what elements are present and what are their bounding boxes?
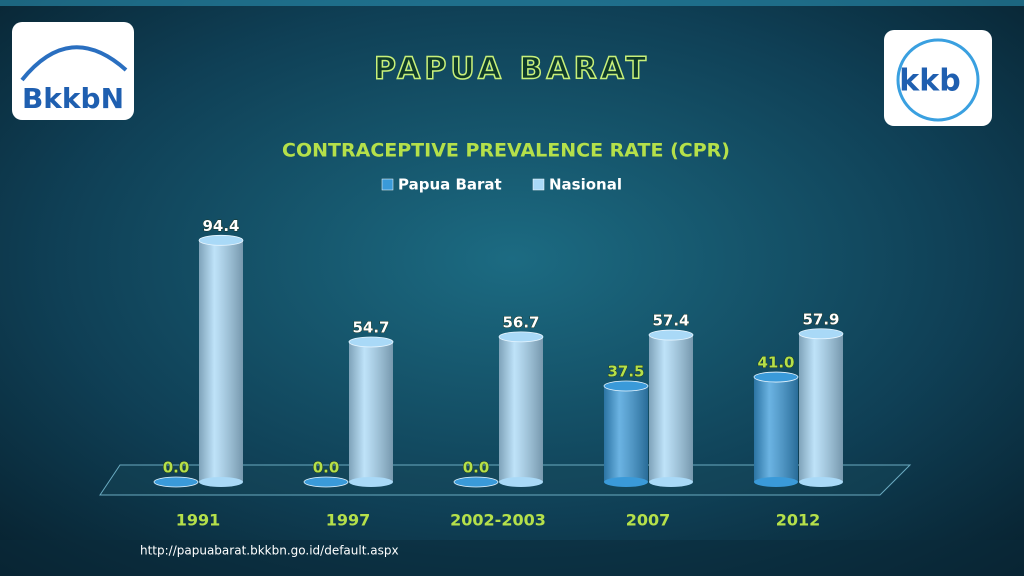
bar-top: [498, 331, 544, 343]
bar-shade: [799, 333, 843, 482]
x-tick-label: 2012: [776, 511, 821, 530]
bar-top: [603, 380, 649, 392]
bar: [753, 371, 799, 487]
bar: [648, 329, 694, 487]
bar-top: [798, 328, 844, 340]
bar-bottom: [799, 477, 843, 487]
top-band: [0, 0, 1024, 6]
bar-bottom: [649, 477, 693, 487]
bar-shade: [499, 336, 543, 482]
value-label: 0.0: [463, 459, 490, 477]
bar-top: [198, 234, 244, 246]
bar: [603, 380, 649, 487]
bar-top: [648, 329, 694, 341]
bar-top: [453, 476, 499, 488]
bar-bottom: [604, 477, 648, 487]
legend-label: Papua Barat: [398, 176, 502, 194]
bar-shade: [604, 386, 648, 482]
slide-title: PAPUA BARAT: [374, 52, 650, 87]
logo-ring: [896, 38, 980, 122]
bar-shade: [754, 377, 798, 482]
logo-box: [884, 30, 992, 126]
chart-title: CONTRACEPTIVE PREVALENCE RATE (CPR): [282, 140, 730, 162]
value-label: 57.9: [802, 310, 839, 328]
bar: [348, 336, 394, 487]
logo-right: kkb: [884, 30, 992, 126]
bar-bottom: [199, 477, 243, 487]
bar: [198, 234, 244, 487]
bar: [303, 476, 349, 488]
bar-top: [153, 476, 199, 488]
bar-top: [348, 336, 394, 348]
value-label: 41.0: [757, 354, 794, 372]
bar: [153, 476, 199, 488]
x-tick-label: 2007: [626, 511, 671, 530]
value-label: 37.5: [607, 363, 644, 381]
legend-label: Nasional: [549, 176, 622, 194]
bar: [453, 476, 499, 488]
x-tick-label: 2002-2003: [450, 511, 546, 530]
value-label: 57.4: [652, 312, 689, 330]
bar-top: [303, 476, 349, 488]
value-label: 0.0: [313, 459, 340, 477]
logo-arc: [20, 45, 128, 82]
bar: [798, 328, 844, 487]
logo-left: BkkbN: [12, 22, 134, 120]
bar-top: [753, 371, 799, 383]
value-label: 54.7: [352, 318, 389, 336]
bar-bottom: [349, 477, 393, 487]
x-tick-label: 1997: [326, 511, 371, 530]
logo-text: BkkbN: [22, 82, 124, 115]
source-url: http://papuabarat.bkkbn.go.id/default.as…: [140, 544, 399, 558]
bottom-band: [0, 540, 1024, 576]
bar-shade: [199, 240, 243, 482]
value-label: 0.0: [163, 459, 190, 477]
bar-bottom: [754, 477, 798, 487]
legend-swatch: [532, 178, 545, 191]
logo-text: kkb: [899, 64, 960, 99]
value-label: 94.4: [202, 217, 239, 235]
bar-shade: [349, 341, 393, 482]
bar-bottom: [499, 477, 543, 487]
legend-swatch: [381, 178, 394, 191]
bar: [498, 331, 544, 487]
value-label: 56.7: [502, 313, 539, 331]
bar-shade: [649, 335, 693, 482]
x-tick-label: 1991: [176, 511, 221, 530]
logo-box: [12, 22, 134, 120]
